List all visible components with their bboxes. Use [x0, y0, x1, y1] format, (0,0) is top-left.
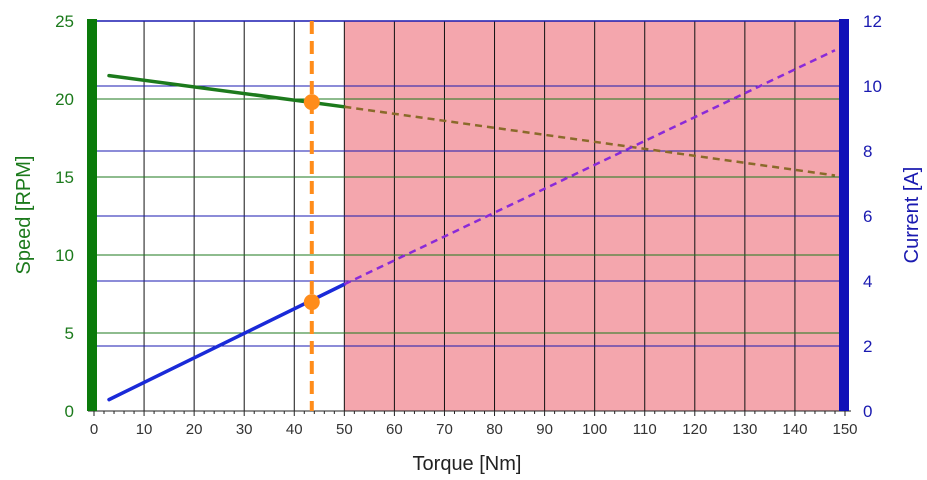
operating-point-current: [303, 294, 320, 311]
x-tick-label: 130: [732, 421, 757, 438]
speed-tick-label: 20: [55, 90, 74, 109]
x-tick-label: 70: [436, 421, 453, 438]
speed-curve-dashed: [344, 105, 836, 177]
current-tick-label: 0: [863, 402, 872, 421]
current-tick-label: 6: [863, 207, 872, 226]
speed-tick-label: 25: [55, 12, 74, 31]
x-tick-label: 100: [582, 421, 607, 438]
current-tick-label: 2: [863, 337, 872, 356]
speed-tick-label: 15: [55, 168, 74, 187]
x-tick-label: 0: [90, 421, 98, 438]
speed-axis-bar: [87, 19, 97, 411]
current-curve-dashed: [343, 49, 836, 286]
x-tick-label: 60: [386, 421, 403, 438]
speed-tick-label: 10: [55, 246, 74, 265]
x-axis-label: Torque [Nm]: [413, 453, 522, 475]
current-tick-label: 8: [863, 142, 872, 161]
x-tick-label: 50: [336, 421, 353, 438]
x-tick-label: 140: [782, 421, 807, 438]
y-left-axis-label: Speed [RPM]: [13, 156, 35, 275]
current-tick-label: 12: [863, 12, 882, 31]
y-right-axis-label: Current [A]: [901, 167, 923, 264]
current-axis-bar: [839, 19, 849, 411]
x-tick-label: 80: [486, 421, 503, 438]
x-tick-label: 40: [286, 421, 303, 438]
current-tick-label: 10: [863, 77, 882, 96]
x-tick-label: 150: [832, 421, 857, 438]
x-tick-label: 110: [633, 421, 657, 438]
current-tick-label: 4: [863, 272, 872, 291]
speed-tick-label: 5: [65, 324, 74, 343]
x-tick-label: 10: [136, 421, 153, 438]
x-tick-label: 30: [236, 421, 253, 438]
operating-point-speed: [303, 94, 320, 111]
x-tick-label: 90: [536, 421, 553, 438]
x-tick-label: 120: [682, 421, 707, 438]
x-tick-label: 20: [186, 421, 203, 438]
speed-tick-label: 0: [65, 402, 74, 421]
